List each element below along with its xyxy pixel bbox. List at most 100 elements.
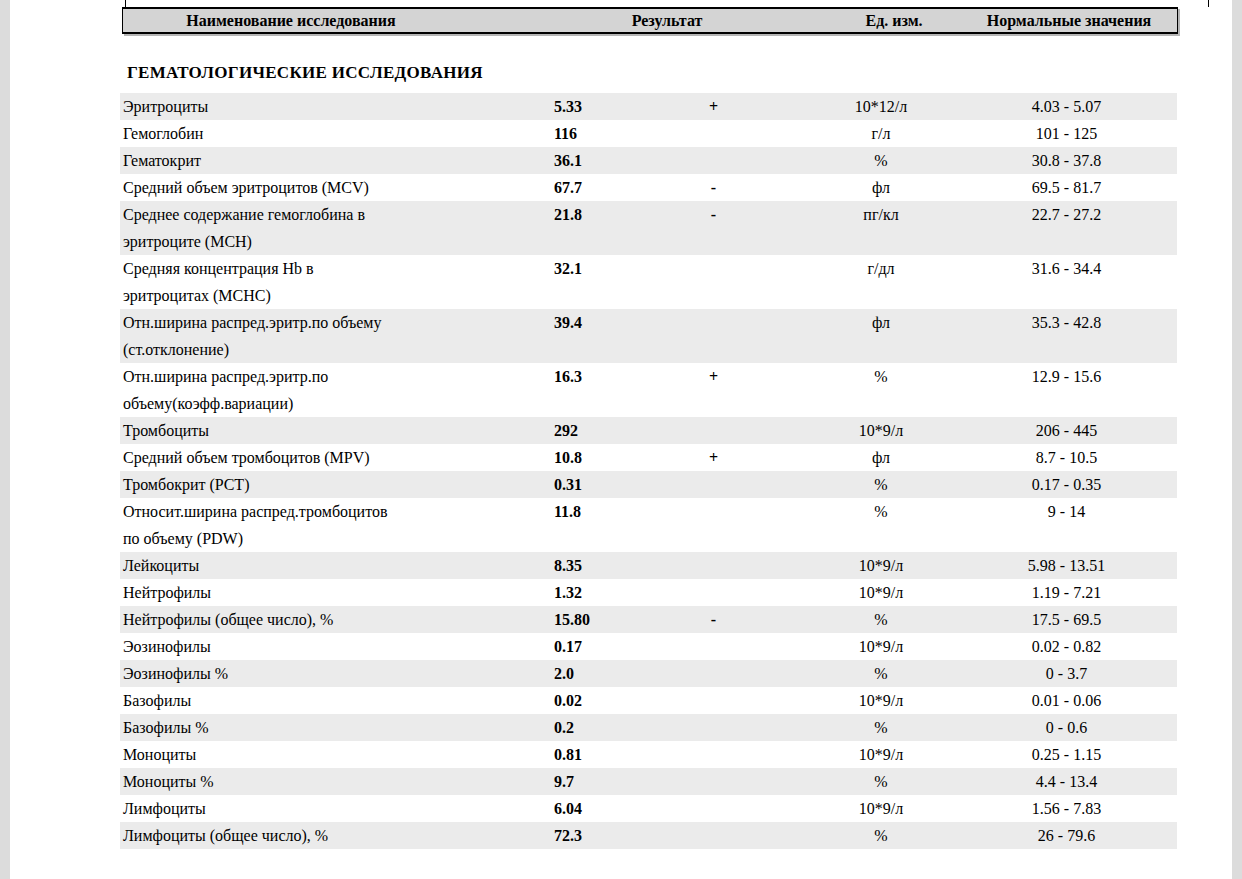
cell-units: фл: [766, 309, 996, 336]
table-row: Средний объем эритроцитов (MCV) 67.7 - ф…: [120, 174, 1177, 201]
table-row: Тромбокрит (PCT) 0.31 % 0.17 - 0.35: [120, 471, 1177, 498]
cell-flag: [661, 687, 766, 714]
cell-test-name: Эритроциты: [120, 93, 546, 120]
table-row: Моноциты % 9.7 % 4.4 - 13.4: [120, 768, 1177, 795]
cell-units: фл: [766, 174, 996, 201]
col-header-normal-values: Нормальные значения: [987, 9, 1152, 32]
cell-units: 10*9/л: [766, 579, 996, 606]
cell-result: 0.02: [546, 687, 661, 714]
cell-test-name: Гематокрит: [120, 147, 546, 174]
cell-normal-range: 0.02 - 0.82: [996, 633, 1177, 660]
table-row: Базофилы % 0.2 % 0 - 0.6: [120, 714, 1177, 741]
table-row: Отн.ширина распред.эритр.по объему (ст.о…: [120, 309, 1177, 363]
table-row: Эритроциты 5.33 + 10*12/л 4.03 - 5.07: [120, 93, 1177, 120]
table-row: Тромбоциты 292 10*9/л 206 - 445: [120, 417, 1177, 444]
canvas-gutter-left: [0, 0, 10, 879]
cell-test-name: Лимфоциты (общее число), %: [120, 822, 546, 849]
cell-normal-range: 4.03 - 5.07: [996, 93, 1177, 120]
section-title: ГЕМАТОЛОГИЧЕСКИЕ ИССЛЕДОВАНИЯ: [127, 63, 483, 83]
cell-normal-range: 101 - 125: [996, 120, 1177, 147]
cell-units: %: [766, 768, 996, 795]
cell-units: %: [766, 471, 996, 498]
cell-normal-range: 5.98 - 13.51: [996, 552, 1177, 579]
cell-units: 10*9/л: [766, 687, 996, 714]
table-row: Среднее содержание гемоглобина в эритроц…: [120, 201, 1177, 255]
cell-result: 0.81: [546, 741, 661, 768]
cell-result: 292: [546, 417, 661, 444]
table-row: Лимфоциты 6.04 10*9/л 1.56 - 7.83: [120, 795, 1177, 822]
cell-flag: [661, 822, 766, 849]
cell-normal-range: 1.19 - 7.21: [996, 579, 1177, 606]
cell-test-name: Моноциты: [120, 741, 546, 768]
cell-normal-range: 4.4 - 13.4: [996, 768, 1177, 795]
cell-units: г/л: [766, 120, 996, 147]
cell-flag: [661, 579, 766, 606]
cell-result: 6.04: [546, 795, 661, 822]
cell-test-name: Моноциты %: [120, 768, 546, 795]
cell-normal-range: 26 - 79.6: [996, 822, 1177, 849]
table-row: Моноциты 0.81 10*9/л 0.25 - 1.15: [120, 741, 1177, 768]
cell-flag: [661, 498, 766, 525]
cell-flag: -: [661, 606, 766, 633]
cell-units: %: [766, 363, 996, 390]
cell-result: 11.8: [546, 498, 661, 525]
cell-test-name: Отн.ширина распред.эритр.по объему(коэфф…: [120, 363, 546, 417]
cell-test-name: Тромбоциты: [120, 417, 546, 444]
table-row: Эозинофилы % 2.0 % 0 - 3.7: [120, 660, 1177, 687]
cell-flag: +: [661, 444, 766, 471]
cell-normal-range: 206 - 445: [996, 417, 1177, 444]
cell-test-name: Базофилы: [120, 687, 546, 714]
cell-flag: [661, 741, 766, 768]
cell-result: 10.8: [546, 444, 661, 471]
cell-flag: [661, 633, 766, 660]
cell-result: 1.32: [546, 579, 661, 606]
cell-flag: [661, 120, 766, 147]
cell-normal-range: 31.6 - 34.4: [996, 255, 1177, 282]
table-row: Относит.ширина распред.тромбоцитов по об…: [120, 498, 1177, 552]
col-header-test-name: Наименование исследования: [186, 9, 395, 32]
cell-result: 67.7: [546, 174, 661, 201]
cell-result: 36.1: [546, 147, 661, 174]
document-page: Наименование исследования Результат Ед. …: [10, 0, 1232, 879]
cell-test-name: Лимфоциты: [120, 795, 546, 822]
cell-result: 9.7: [546, 768, 661, 795]
cell-flag: +: [661, 93, 766, 120]
cell-normal-range: 0.01 - 0.06: [996, 687, 1177, 714]
cell-result: 39.4: [546, 309, 661, 336]
cell-units: %: [766, 822, 996, 849]
cell-units: %: [766, 660, 996, 687]
col-header-units: Ед. изм.: [865, 9, 922, 32]
cell-flag: [661, 795, 766, 822]
cell-flag: [661, 471, 766, 498]
cell-flag: [661, 768, 766, 795]
table-row: Средний объем тромбоцитов (MPV) 10.8 + ф…: [120, 444, 1177, 471]
col-header-result: Результат: [632, 9, 703, 32]
table-row: Нейтрофилы (общее число), % 15.80 - % 17…: [120, 606, 1177, 633]
cell-result: 32.1: [546, 255, 661, 282]
cell-test-name: Средний объем тромбоцитов (MPV): [120, 444, 546, 471]
cell-units: %: [766, 606, 996, 633]
cell-normal-range: 12.9 - 15.6: [996, 363, 1177, 390]
cell-units: %: [766, 147, 996, 174]
cell-normal-range: 8.7 - 10.5: [996, 444, 1177, 471]
cell-flag: [661, 552, 766, 579]
results-table-body: Эритроциты 5.33 + 10*12/л 4.03 - 5.07 Ге…: [120, 93, 1177, 849]
cell-units: %: [766, 498, 996, 525]
cell-test-name: Эозинофилы %: [120, 660, 546, 687]
cell-units: 10*9/л: [766, 552, 996, 579]
cell-test-name: Среднее содержание гемоглобина в эритроц…: [120, 201, 546, 255]
cell-result: 0.2: [546, 714, 661, 741]
table-row: Гемоглобин 116 г/л 101 - 125: [120, 120, 1177, 147]
cell-test-name: Тромбокрит (PCT): [120, 471, 546, 498]
cell-units: 10*9/л: [766, 417, 996, 444]
cell-normal-range: 30.8 - 37.8: [996, 147, 1177, 174]
cell-flag: [661, 714, 766, 741]
table-row: Лейкоциты 8.35 10*9/л 5.98 - 13.51: [120, 552, 1177, 579]
cell-normal-range: 0 - 0.6: [996, 714, 1177, 741]
cell-normal-range: 0.25 - 1.15: [996, 741, 1177, 768]
cell-result: 0.31: [546, 471, 661, 498]
cell-result: 21.8: [546, 201, 661, 228]
cell-normal-range: 9 - 14: [996, 498, 1177, 525]
cell-test-name: Относит.ширина распред.тромбоцитов по об…: [120, 498, 546, 552]
cell-normal-range: 1.56 - 7.83: [996, 795, 1177, 822]
